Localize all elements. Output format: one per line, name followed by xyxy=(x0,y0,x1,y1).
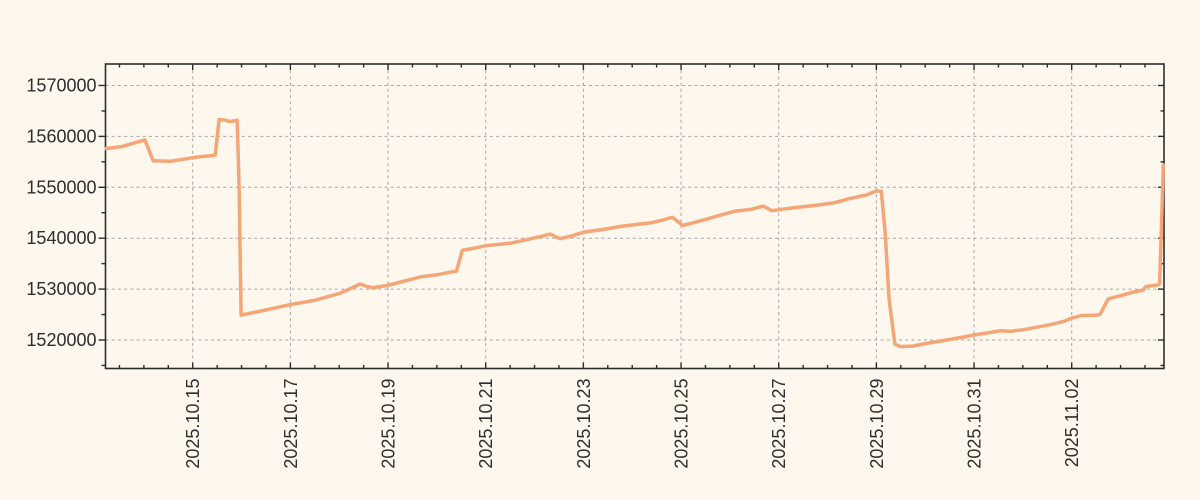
x-tick-label: 2025.10.29 xyxy=(867,379,887,469)
axis-labels: 1520000 1530000 1540000 1550000 1560000 15700… xyxy=(26,75,1082,468)
y-tick-label: 1540000 xyxy=(26,228,96,248)
plot-border xyxy=(104,63,1165,370)
y-tick-label: 1550000 xyxy=(26,177,96,197)
x-tick-label: 2025.10.19 xyxy=(379,379,399,469)
series-group xyxy=(104,117,1165,349)
x-tick-label: 2025.10.27 xyxy=(769,379,789,469)
y-tick-label: 1530000 xyxy=(26,279,96,299)
x-tick-label: 2025.10.31 xyxy=(965,378,985,468)
x-tick-label: 2025.10.15 xyxy=(183,379,203,469)
x-tick-label: 2025.10.21 xyxy=(476,379,496,469)
x-tick-label: 2025.10.25 xyxy=(672,379,692,469)
y-tick-label: 1570000 xyxy=(26,75,96,95)
y-tick-label: 1520000 xyxy=(26,330,96,350)
x-tick-label: 2025.10.17 xyxy=(281,379,301,469)
x-tick-label: 2025.10.23 xyxy=(574,379,594,469)
series-line xyxy=(104,117,1165,349)
y-tick-label: 1560000 xyxy=(26,126,96,146)
gridlines xyxy=(105,64,1164,369)
x-tick-label: 2025.11.02 xyxy=(1062,379,1082,468)
